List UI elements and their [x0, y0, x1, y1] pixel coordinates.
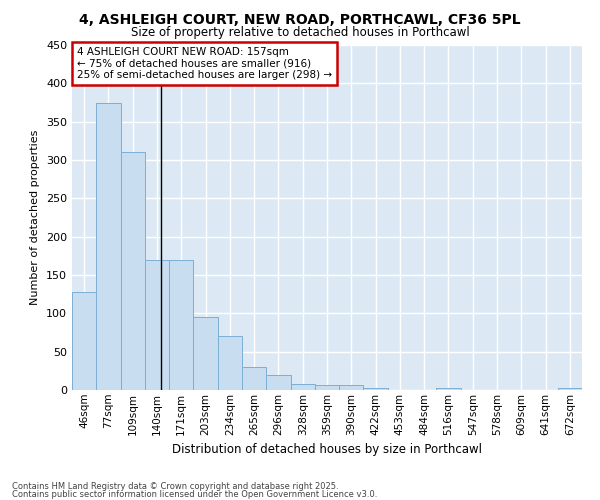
- Bar: [218, 336, 242, 390]
- Bar: [315, 386, 339, 390]
- Bar: [121, 152, 145, 390]
- Bar: [339, 384, 364, 390]
- Bar: [169, 260, 193, 390]
- Bar: [242, 367, 266, 390]
- Text: Contains public sector information licensed under the Open Government Licence v3: Contains public sector information licen…: [12, 490, 377, 499]
- Bar: [193, 317, 218, 390]
- Y-axis label: Number of detached properties: Number of detached properties: [31, 130, 40, 305]
- Bar: [266, 374, 290, 390]
- X-axis label: Distribution of detached houses by size in Porthcawl: Distribution of detached houses by size …: [172, 443, 482, 456]
- Bar: [558, 388, 582, 390]
- Text: Size of property relative to detached houses in Porthcawl: Size of property relative to detached ho…: [131, 26, 469, 39]
- Text: 4, ASHLEIGH COURT, NEW ROAD, PORTHCAWL, CF36 5PL: 4, ASHLEIGH COURT, NEW ROAD, PORTHCAWL, …: [79, 12, 521, 26]
- Bar: [96, 102, 121, 390]
- Bar: [290, 384, 315, 390]
- Bar: [145, 260, 169, 390]
- Text: Contains HM Land Registry data © Crown copyright and database right 2025.: Contains HM Land Registry data © Crown c…: [12, 482, 338, 491]
- Bar: [364, 388, 388, 390]
- Text: 4 ASHLEIGH COURT NEW ROAD: 157sqm
← 75% of detached houses are smaller (916)
25%: 4 ASHLEIGH COURT NEW ROAD: 157sqm ← 75% …: [77, 46, 332, 80]
- Bar: [72, 292, 96, 390]
- Bar: [436, 388, 461, 390]
